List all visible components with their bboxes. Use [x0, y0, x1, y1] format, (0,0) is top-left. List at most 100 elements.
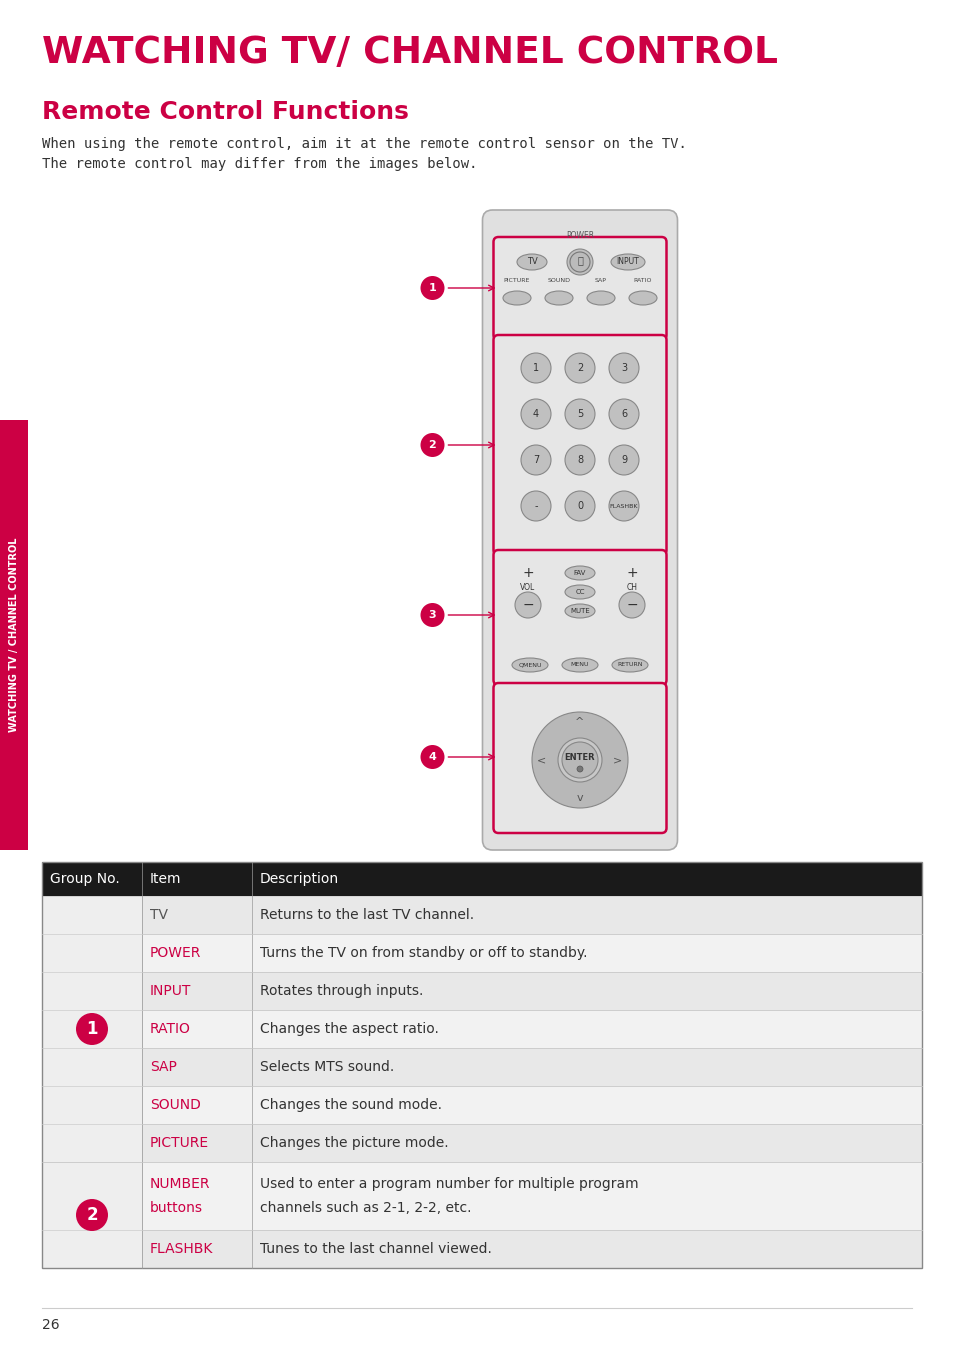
Circle shape: [420, 603, 444, 626]
Text: 1: 1: [533, 363, 538, 373]
Text: 0: 0: [577, 500, 582, 511]
FancyBboxPatch shape: [42, 896, 921, 934]
Text: RATIO: RATIO: [633, 278, 652, 282]
Text: SOUND: SOUND: [547, 278, 570, 282]
Text: 2: 2: [428, 439, 436, 450]
Text: TV: TV: [150, 909, 168, 922]
Circle shape: [420, 277, 444, 300]
FancyBboxPatch shape: [42, 1230, 921, 1268]
FancyBboxPatch shape: [482, 210, 677, 850]
Text: 2: 2: [577, 363, 582, 373]
FancyBboxPatch shape: [42, 972, 921, 1010]
Circle shape: [569, 252, 589, 273]
Text: POWER: POWER: [565, 231, 594, 240]
Text: WATCHING TV / CHANNEL CONTROL: WATCHING TV / CHANNEL CONTROL: [9, 538, 19, 732]
Circle shape: [577, 766, 582, 772]
Circle shape: [561, 742, 598, 778]
Text: PICTURE: PICTURE: [503, 278, 530, 282]
Text: The remote control may differ from the images below.: The remote control may differ from the i…: [42, 157, 477, 171]
Text: Tunes to the last channel viewed.: Tunes to the last channel viewed.: [260, 1242, 492, 1256]
FancyBboxPatch shape: [42, 1048, 921, 1086]
Ellipse shape: [561, 658, 598, 673]
Text: CC: CC: [575, 589, 584, 595]
Ellipse shape: [512, 658, 547, 673]
Text: Returns to the last TV channel.: Returns to the last TV channel.: [260, 909, 474, 922]
Text: MENU: MENU: [570, 663, 589, 667]
Text: 8: 8: [577, 456, 582, 465]
Text: <: <: [537, 755, 546, 765]
FancyBboxPatch shape: [493, 551, 666, 685]
Ellipse shape: [544, 292, 573, 305]
Text: +: +: [625, 565, 638, 580]
Circle shape: [520, 399, 551, 428]
Text: Rotates through inputs.: Rotates through inputs.: [260, 984, 423, 998]
Text: INPUT: INPUT: [616, 258, 639, 267]
Text: Item: Item: [150, 872, 181, 885]
Ellipse shape: [586, 292, 615, 305]
Text: Description: Description: [260, 872, 338, 885]
Text: SAP: SAP: [595, 278, 606, 282]
Circle shape: [618, 593, 644, 618]
Text: TV: TV: [526, 258, 537, 267]
Text: MUTE: MUTE: [570, 607, 589, 614]
Circle shape: [420, 744, 444, 769]
Text: 2: 2: [86, 1205, 98, 1224]
Circle shape: [532, 712, 627, 808]
Text: >: >: [613, 755, 622, 765]
Text: FAV: FAV: [573, 570, 585, 576]
Text: SOUND: SOUND: [150, 1098, 201, 1112]
Text: Changes the picture mode.: Changes the picture mode.: [260, 1136, 448, 1150]
Text: 6: 6: [620, 410, 626, 419]
Text: 7: 7: [533, 456, 538, 465]
FancyBboxPatch shape: [42, 934, 921, 972]
Text: Changes the sound mode.: Changes the sound mode.: [260, 1098, 441, 1112]
FancyBboxPatch shape: [493, 237, 666, 340]
Circle shape: [608, 353, 639, 382]
Text: 1: 1: [428, 283, 436, 293]
Text: RETURN: RETURN: [617, 663, 642, 667]
Text: 9: 9: [620, 456, 626, 465]
Text: VOL: VOL: [519, 583, 535, 593]
FancyBboxPatch shape: [42, 862, 921, 896]
Text: FLASHBK: FLASHBK: [609, 503, 638, 508]
Text: channels such as 2-1, 2-2, etc.: channels such as 2-1, 2-2, etc.: [260, 1200, 471, 1215]
Text: QMENU: QMENU: [517, 663, 541, 667]
FancyBboxPatch shape: [493, 683, 666, 833]
Ellipse shape: [610, 254, 644, 270]
Ellipse shape: [502, 292, 531, 305]
Ellipse shape: [517, 254, 546, 270]
Circle shape: [76, 1199, 108, 1231]
Text: FLASHBK: FLASHBK: [150, 1242, 213, 1256]
Text: Turns the TV on from standby or off to standby.: Turns the TV on from standby or off to s…: [260, 946, 587, 960]
Circle shape: [520, 353, 551, 382]
Text: Used to enter a program number for multiple program: Used to enter a program number for multi…: [260, 1177, 638, 1192]
Text: POWER: POWER: [150, 946, 201, 960]
Text: Remote Control Functions: Remote Control Functions: [42, 100, 409, 123]
FancyBboxPatch shape: [42, 1162, 142, 1268]
FancyBboxPatch shape: [42, 1162, 921, 1230]
Text: +: +: [521, 565, 534, 580]
Circle shape: [564, 491, 595, 521]
Text: 1: 1: [86, 1020, 97, 1037]
Text: v: v: [576, 793, 582, 803]
Circle shape: [76, 1013, 108, 1045]
Text: SAP: SAP: [150, 1060, 176, 1074]
Text: ENTER: ENTER: [564, 754, 595, 762]
Text: PICTURE: PICTURE: [150, 1136, 209, 1150]
Text: Changes the aspect ratio.: Changes the aspect ratio.: [260, 1022, 438, 1036]
Ellipse shape: [564, 565, 595, 580]
Text: Selects MTS sound.: Selects MTS sound.: [260, 1060, 394, 1074]
Text: 5: 5: [577, 410, 582, 419]
Circle shape: [564, 353, 595, 382]
Text: NUMBER: NUMBER: [150, 1177, 211, 1192]
Text: −: −: [625, 598, 638, 612]
Text: Group No.: Group No.: [50, 872, 120, 885]
Circle shape: [608, 399, 639, 428]
Text: -: -: [534, 500, 537, 511]
Ellipse shape: [564, 584, 595, 599]
Text: −: −: [521, 598, 534, 612]
Text: 26: 26: [42, 1318, 59, 1332]
Circle shape: [608, 491, 639, 521]
FancyBboxPatch shape: [0, 420, 28, 850]
Circle shape: [420, 433, 444, 457]
